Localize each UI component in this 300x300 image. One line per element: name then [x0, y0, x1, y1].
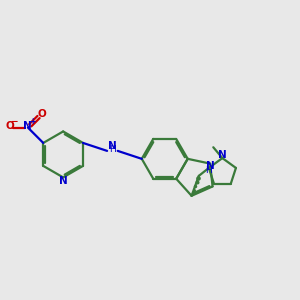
Text: N: N	[108, 141, 117, 151]
Text: N: N	[218, 150, 227, 160]
Text: O: O	[5, 121, 14, 131]
Text: N: N	[206, 161, 214, 171]
Text: H: H	[109, 145, 116, 154]
Text: H: H	[206, 166, 212, 175]
Text: +: +	[29, 117, 35, 126]
Text: O: O	[38, 109, 46, 119]
Text: N: N	[59, 176, 68, 186]
Text: −: −	[10, 117, 18, 126]
Text: N: N	[23, 122, 32, 131]
